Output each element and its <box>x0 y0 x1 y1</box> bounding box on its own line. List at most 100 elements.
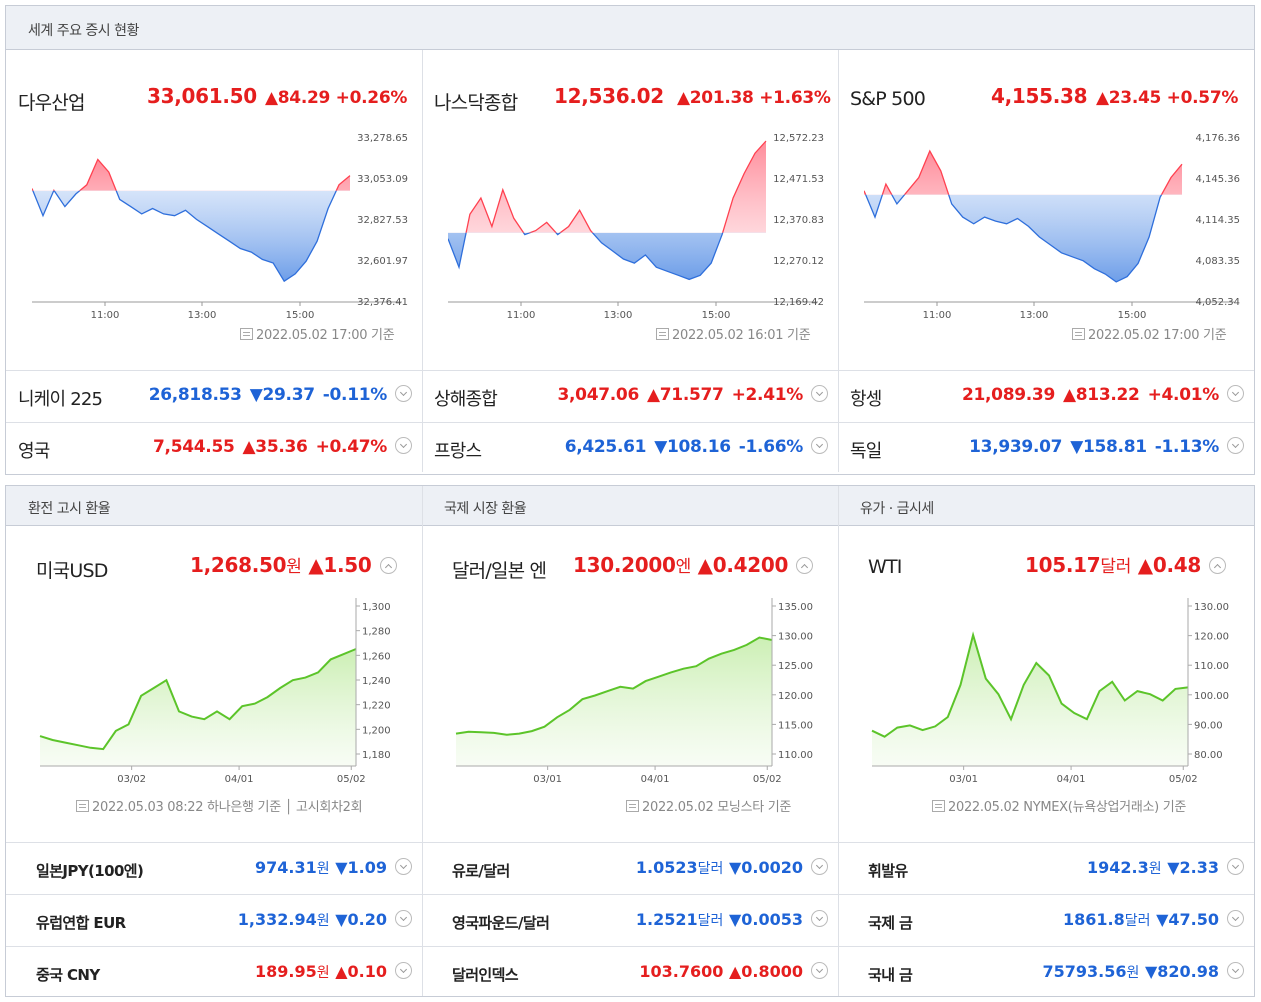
index-row-hangseng[interactable]: 항셍 21,089.39 ▲813.22 +4.01% <box>838 371 1254 421</box>
fx-row[interactable]: 달러인덱스 103.7600 ▲0.8000 <box>422 947 838 997</box>
index-row-germany[interactable]: 독일 13,939.07 ▼158.81 -1.13% <box>838 423 1254 473</box>
fx-row-name: 달러인덱스 <box>452 966 519 984</box>
series-line-down <box>32 190 337 283</box>
fx-row-name: 유럽연합 EUR <box>36 914 126 932</box>
chevron-down-icon[interactable] <box>811 858 828 875</box>
chevron-down-icon[interactable] <box>395 858 412 875</box>
fx-row[interactable]: 일본JPY(100엔) 974.31원 ▼1.09 <box>6 843 422 893</box>
fx-row-name: 유로/달러 <box>452 862 510 880</box>
index-name: 다우산업 <box>18 92 86 114</box>
fx-row-name: 국내 금 <box>868 966 913 984</box>
chevron-down-icon[interactable] <box>1227 858 1244 875</box>
y-tick-label: 1,280 <box>362 627 391 638</box>
document-icon <box>240 328 253 340</box>
header-exchange-notice[interactable]: 환전 고시 환율 <box>28 501 111 517</box>
document-icon <box>1072 328 1085 340</box>
fx-row[interactable]: 휘발유 1942.3원 ▼2.33 <box>838 843 1254 893</box>
chevron-down-icon[interactable] <box>395 962 412 979</box>
x-tick-label: 13:00 <box>1020 310 1049 321</box>
chevron-down-icon[interactable] <box>395 385 412 402</box>
y-tick-label: 120.00 <box>1194 632 1229 643</box>
chevron-up-icon[interactable] <box>379 557 397 574</box>
header-oil-gold[interactable]: 유가 · 금시세 <box>860 501 934 517</box>
chevron-down-icon[interactable] <box>395 437 412 454</box>
usd-krw-chart[interactable]: 1,300 1,280 1,260 1,240 1,220 1,200 1,180 03/02… <box>39 598 410 788</box>
index-panel-nasdaq[interactable]: 나스닥종합 12,536.02 ▲201.38 +1.63% 12,572.23… <box>422 50 838 370</box>
chevron-down-icon[interactable] <box>1227 910 1244 927</box>
fx-row[interactable]: 유럽연합 EUR 1,332.94원 ▼0.20 <box>6 895 422 945</box>
fx-row[interactable]: 유로/달러 1.0523달러 ▼0.0020 <box>422 843 838 893</box>
fx-panel-wti[interactable]: WTI 105.17달러 ▲0.48 130.00 120.00 110.00 100… <box>838 526 1254 842</box>
index-row-uk[interactable]: 영국 7,544.55 ▲35.36 +0.47% <box>6 423 422 473</box>
usd-jpy-chart[interactable]: 135.00 130.00 125.00 120.00 115.00 110.00 03/0… <box>455 598 826 788</box>
fx-panel-usd[interactable]: 미국USD 1,268.50원 ▲1.50 1,300 1,280 1,260 1,2… <box>6 526 422 842</box>
row-values: 26,818.53 ▼29.37 -0.11% <box>141 385 412 405</box>
fx-row-name: 영국파운드/달러 <box>452 914 550 932</box>
index-value: 33,061.50 <box>147 84 257 108</box>
y-tick-label: 12,370.83 <box>773 215 824 226</box>
fx-name: WTI <box>868 556 902 578</box>
fx-panel-jpy[interactable]: 달러/일본 엔 130.2000엔 ▲0.4200 135.00 130.00 12… <box>422 526 838 842</box>
chevron-down-icon[interactable] <box>1227 962 1244 979</box>
document-icon <box>626 800 639 812</box>
x-tick-label: 11:00 <box>91 310 120 321</box>
series-line-up <box>465 140 767 233</box>
y-tick-label: 1,300 <box>362 602 391 613</box>
index-timestamp: 2022.05.02 16:01 기준 <box>656 324 811 343</box>
fx-row[interactable]: 국제 금 1861.8달러 ▼47.50 <box>838 895 1254 945</box>
row-name: 프랑스 <box>434 441 482 462</box>
chevron-up-icon[interactable] <box>1208 557 1226 574</box>
index-panel-dow[interactable]: 다우산업 33,061.50 ▲84.29 +0.26% 33,278.65 33… <box>6 50 422 370</box>
chevron-down-icon[interactable] <box>1227 437 1244 454</box>
index-row-nikkei[interactable]: 니케이 225 26,818.53 ▼29.37 -0.11% <box>6 371 422 421</box>
world-stock-header: 세계 주요 증시 현황 <box>6 6 1254 50</box>
fx-row-values: 75793.56원 ▼820.98 <box>1042 962 1244 982</box>
chevron-down-icon[interactable] <box>395 910 412 927</box>
document-icon <box>76 800 89 812</box>
index-panel-sp500[interactable]: S&P 500 4,155.38 ▲23.45 +0.57% 4,176.36 4… <box>838 50 1254 370</box>
chevron-down-icon[interactable] <box>811 962 828 979</box>
fx-row-name: 국제 금 <box>868 914 913 932</box>
sp500-intraday-chart[interactable]: 4,176.36 4,145.36 4,114.35 4,083.35 4,052.34… <box>864 133 1249 321</box>
index-timestamp: 2022.05.02 17:00 기준 <box>240 324 395 343</box>
y-tick-label: 12,169.42 <box>773 297 824 308</box>
y-tick-label: 32,376.41 <box>357 297 408 308</box>
fx-row[interactable]: 국내 금 75793.56원 ▼820.98 <box>838 947 1254 997</box>
area-above-baseline <box>864 151 1182 195</box>
x-tick-label: 05/02 <box>337 774 366 785</box>
chevron-down-icon[interactable] <box>1227 385 1244 402</box>
dow-intraday-chart[interactable]: 33,278.65 33,053.09 32,827.53 32,601.97 32,3… <box>32 133 417 321</box>
fx-row-values: 1861.8달러 ▼47.50 <box>1063 910 1244 930</box>
x-tick-label: 11:00 <box>923 310 952 321</box>
fx-row-name: 휘발유 <box>868 862 908 880</box>
nasdaq-intraday-chart[interactable]: 12,572.23 12,471.53 12,370.83 12,270.12 12,1… <box>448 133 833 321</box>
index-row-shanghai[interactable]: 상해종합 3,047.06 ▲71.577 +2.41% <box>422 371 838 421</box>
x-tick-label: 03/02 <box>117 774 146 785</box>
y-tick-label: 115.00 <box>778 720 813 731</box>
x-tick-label: 03/01 <box>533 774 562 785</box>
fx-row-values: 974.31원 ▼1.09 <box>255 858 412 878</box>
y-tick-label: 1,180 <box>362 750 391 761</box>
index-change: ▲23.45 +0.57% <box>1096 88 1239 108</box>
series-line-up <box>32 158 351 191</box>
index-row-france[interactable]: 프랑스 6,425.61 ▼108.16 -1.66% <box>422 423 838 473</box>
index-value: 4,155.38 <box>991 84 1088 108</box>
fx-row[interactable]: 중국 CNY 189.95원 ▲0.10 <box>6 947 422 997</box>
fx-row-values: 103.7600 ▲0.8000 <box>639 962 828 981</box>
y-tick-label: 1,200 <box>362 725 391 736</box>
area-above-baseline <box>448 141 766 233</box>
y-tick-label: 4,176.36 <box>1195 133 1240 144</box>
world-stock-title: 세계 주요 증시 현황 <box>28 23 139 39</box>
fx-value: 130.2000엔 ▲0.4200 <box>573 552 814 577</box>
fx-timestamp: 2022.05.02 모닝스타 기준 <box>626 796 791 815</box>
area-below-baseline <box>32 190 350 282</box>
index-name: 나스닥종합 <box>434 92 518 114</box>
chevron-down-icon[interactable] <box>811 437 828 454</box>
fx-row[interactable]: 영국파운드/달러 1.2521달러 ▼0.0053 <box>422 895 838 945</box>
chevron-up-icon[interactable] <box>796 557 814 574</box>
header-international-fx[interactable]: 국제 시장 환율 <box>444 501 527 517</box>
x-tick-label: 11:00 <box>507 310 536 321</box>
wti-chart[interactable]: 130.00 120.00 110.00 100.00 90.00 80.00 03/01 0… <box>871 598 1242 788</box>
chevron-down-icon[interactable] <box>811 385 828 402</box>
chevron-down-icon[interactable] <box>811 910 828 927</box>
